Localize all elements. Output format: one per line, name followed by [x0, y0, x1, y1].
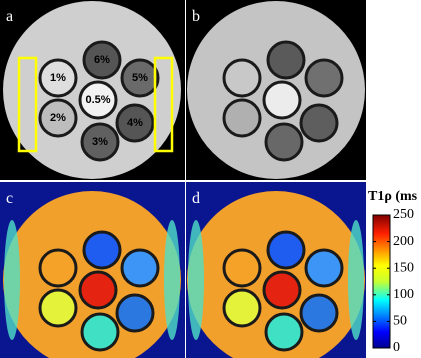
vial: [301, 105, 337, 141]
panel-image: [186, 182, 366, 358]
vial-label: 6%: [94, 54, 110, 66]
panel: c: [0, 182, 185, 358]
phantom-edge: [4, 220, 20, 340]
vial: [82, 314, 118, 350]
vial: [224, 100, 260, 136]
vial: [306, 60, 342, 96]
vial: [264, 82, 300, 118]
vial: [117, 295, 153, 331]
vial-label: 5%: [132, 72, 148, 84]
figure: 6% 5% 4% 3% 2% 1% 0.5% a b c d T1ρ (ms 0 50 100 150 200 2…: [0, 0, 421, 358]
tick-label: 200: [393, 234, 414, 249]
tick-label: 100: [393, 287, 414, 302]
phantom-edge: [164, 220, 180, 340]
vial: [266, 314, 302, 350]
tick-label: 250: [393, 207, 414, 222]
vial: [40, 250, 76, 286]
vial: [266, 124, 302, 160]
vial-label: 0.5%: [85, 94, 110, 106]
colorbar: [373, 215, 390, 348]
vial: [224, 60, 260, 96]
vial: [306, 250, 342, 286]
panel: 6% 5% 4% 3% 2% 1% 0.5% a: [0, 0, 185, 180]
panel-label: a: [6, 8, 13, 25]
vial-label: 2%: [50, 112, 66, 124]
vial: [224, 250, 260, 286]
vial: [301, 295, 337, 331]
vial: [80, 272, 116, 308]
vial: [122, 250, 158, 286]
phantom-edge: [348, 220, 364, 340]
panel: b: [186, 0, 366, 180]
colorbar-title: T1ρ (ms: [368, 189, 418, 204]
vial: [84, 232, 120, 268]
phantom-edge: [188, 220, 204, 340]
vial-label: 1%: [50, 72, 66, 84]
vial-label: 3%: [92, 136, 108, 148]
panel-image: 6% 5% 4% 3% 2% 1% 0.5%: [0, 0, 185, 180]
panel-image: [0, 182, 185, 358]
vial: [268, 42, 304, 78]
tick-label: 150: [393, 260, 414, 275]
panel-label: c: [6, 190, 13, 207]
panel: d: [186, 182, 366, 358]
panel-image: [186, 0, 366, 180]
vial: [40, 290, 76, 326]
vial: [264, 272, 300, 308]
vial: [268, 232, 304, 268]
tick-label: 0: [393, 340, 400, 355]
tick-label: 50: [393, 314, 407, 329]
panel-label: d: [192, 190, 200, 207]
vial: [224, 290, 260, 326]
panel-label: b: [192, 8, 200, 25]
vial-label: 4%: [127, 117, 143, 129]
